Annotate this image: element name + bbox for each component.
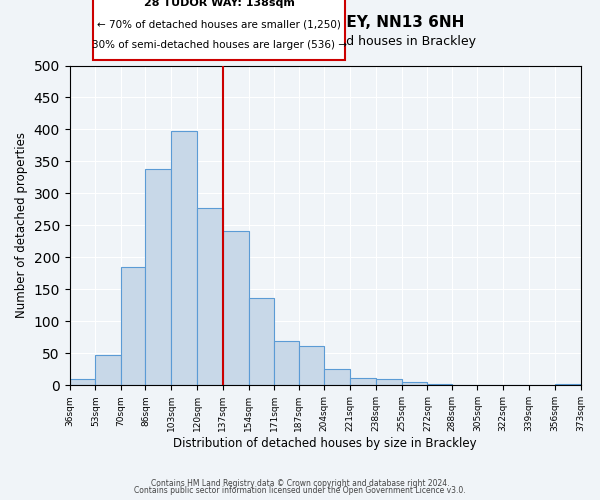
- Bar: [223, 230, 248, 386]
- X-axis label: Distribution of detached houses by size in Brackley: Distribution of detached houses by size …: [173, 437, 477, 450]
- Bar: [171, 130, 197, 386]
- Text: Contains HM Land Registry data © Crown copyright and database right 2024.: Contains HM Land Registry data © Crown c…: [151, 478, 449, 488]
- Bar: [299, 346, 325, 386]
- Text: ← 70% of detached houses are smaller (1,250): ← 70% of detached houses are smaller (1,…: [97, 20, 341, 30]
- Bar: [197, 208, 223, 386]
- Bar: [401, 382, 427, 386]
- Text: Size of property relative to detached houses in Brackley: Size of property relative to detached ho…: [124, 35, 476, 48]
- Y-axis label: Number of detached properties: Number of detached properties: [15, 132, 28, 318]
- Bar: [145, 169, 171, 386]
- Bar: [325, 368, 350, 386]
- Text: 28 TUDOR WAY: 138sqm: 28 TUDOR WAY: 138sqm: [143, 0, 295, 8]
- Bar: [555, 384, 581, 386]
- Bar: [95, 356, 121, 386]
- Text: Contains public sector information licensed under the Open Government Licence v3: Contains public sector information licen…: [134, 486, 466, 495]
- Text: 28, TUDOR WAY, BRACKLEY, NN13 6NH: 28, TUDOR WAY, BRACKLEY, NN13 6NH: [136, 15, 464, 30]
- Bar: [376, 379, 401, 386]
- Bar: [427, 384, 452, 386]
- Bar: [274, 340, 299, 386]
- Bar: [248, 298, 274, 386]
- Bar: [70, 379, 95, 386]
- Text: 30% of semi-detached houses are larger (536) →: 30% of semi-detached houses are larger (…: [91, 40, 347, 50]
- Bar: [121, 267, 145, 386]
- Bar: [452, 384, 478, 386]
- Bar: [350, 378, 376, 386]
